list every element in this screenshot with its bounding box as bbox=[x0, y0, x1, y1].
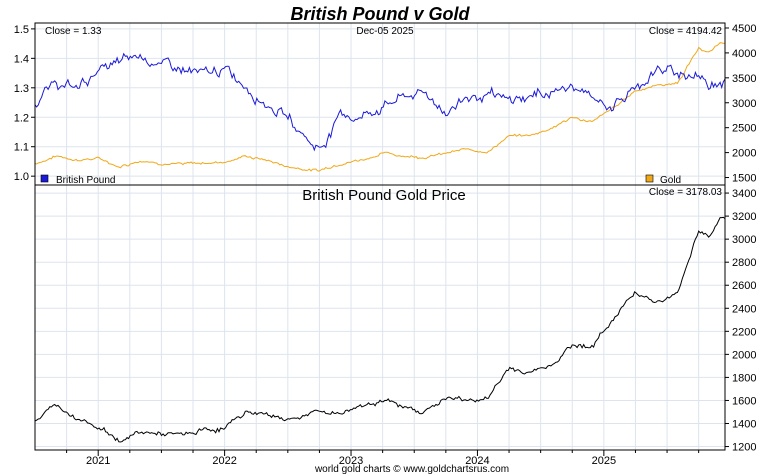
y-tick-label: 1400 bbox=[732, 419, 756, 431]
y-tick-label: 1600 bbox=[732, 395, 756, 407]
x-tick-label: 2023 bbox=[339, 455, 363, 467]
top-close-right: Close = 4194.42 bbox=[649, 26, 723, 37]
y-tick-label: 3000 bbox=[732, 234, 756, 246]
bottom-panel-grid bbox=[35, 185, 725, 450]
top-close-left: Close = 1.33 bbox=[45, 26, 102, 37]
legend-gold-swatch bbox=[645, 174, 654, 183]
y-tick-label: 2200 bbox=[732, 326, 756, 338]
x-tick-label: 2024 bbox=[465, 455, 489, 467]
y-tick-label: 2000 bbox=[732, 349, 756, 361]
y-tick-label: 1.4 bbox=[14, 53, 29, 65]
top-panel-grid bbox=[35, 23, 725, 185]
chart-title: British Pound v Gold bbox=[291, 4, 471, 24]
x-tick-label: 2025 bbox=[592, 455, 616, 467]
y-tick-label: 3000 bbox=[732, 98, 756, 110]
y-tick-label: 1800 bbox=[732, 372, 756, 384]
x-axis: 2021 2022 2023 2024 2025 bbox=[66, 450, 700, 467]
top-panel-series bbox=[34, 42, 726, 172]
y-tick-label: 3500 bbox=[732, 73, 756, 85]
bottom-close-right: Close = 3178.03 bbox=[649, 187, 723, 198]
y-tick-label: 4500 bbox=[732, 23, 756, 35]
footer-credit: world gold charts © www.goldchartsrus.co… bbox=[314, 464, 509, 475]
top-right-axis: 1500 2000 2500 3000 3500 4000 4500 bbox=[725, 23, 756, 185]
y-tick-label: 1500 bbox=[732, 173, 756, 185]
series-pound-line bbox=[34, 52, 726, 152]
y-tick-label: 2600 bbox=[732, 280, 756, 292]
y-tick-label: 2800 bbox=[732, 257, 756, 269]
y-tick-label: 1.0 bbox=[14, 171, 29, 183]
y-tick-label: 2000 bbox=[732, 148, 756, 160]
legend-gold-label: Gold bbox=[660, 175, 681, 186]
y-tick-label: 1.2 bbox=[14, 112, 29, 124]
y-tick-label: 1.3 bbox=[14, 83, 29, 95]
bottom-panel-series bbox=[34, 216, 726, 443]
top-panel-frame bbox=[34, 22, 726, 186]
y-tick-label: 4000 bbox=[732, 48, 756, 60]
bottom-panel-title: British Pound Gold Price bbox=[302, 187, 465, 204]
y-tick-label: 3400 bbox=[732, 188, 756, 200]
series-gold-line bbox=[34, 42, 726, 172]
bottom-panel-frame bbox=[34, 184, 726, 451]
legend-pound-swatch bbox=[40, 174, 49, 183]
y-tick-label: 1.5 bbox=[14, 24, 29, 36]
y-tick-label: 2500 bbox=[732, 123, 756, 135]
bottom-right-axis: 1200 1400 1600 1800 2000 2200 2400 2600 2800 3000… bbox=[725, 188, 756, 454]
x-tick-label: 2021 bbox=[86, 455, 110, 467]
y-tick-label: 1.1 bbox=[14, 142, 29, 154]
top-left-axis: 1.0 1.1 1.2 1.3 1.4 1.5 bbox=[14, 24, 35, 183]
legend-pound-label: British Pound bbox=[56, 175, 115, 186]
y-tick-label: 3200 bbox=[732, 211, 756, 223]
top-date: Dec-05 2025 bbox=[356, 26, 414, 37]
y-tick-label: 2400 bbox=[732, 303, 756, 315]
x-tick-label: 2022 bbox=[212, 455, 236, 467]
series-price-line bbox=[34, 216, 726, 443]
y-tick-label: 1200 bbox=[732, 442, 756, 454]
